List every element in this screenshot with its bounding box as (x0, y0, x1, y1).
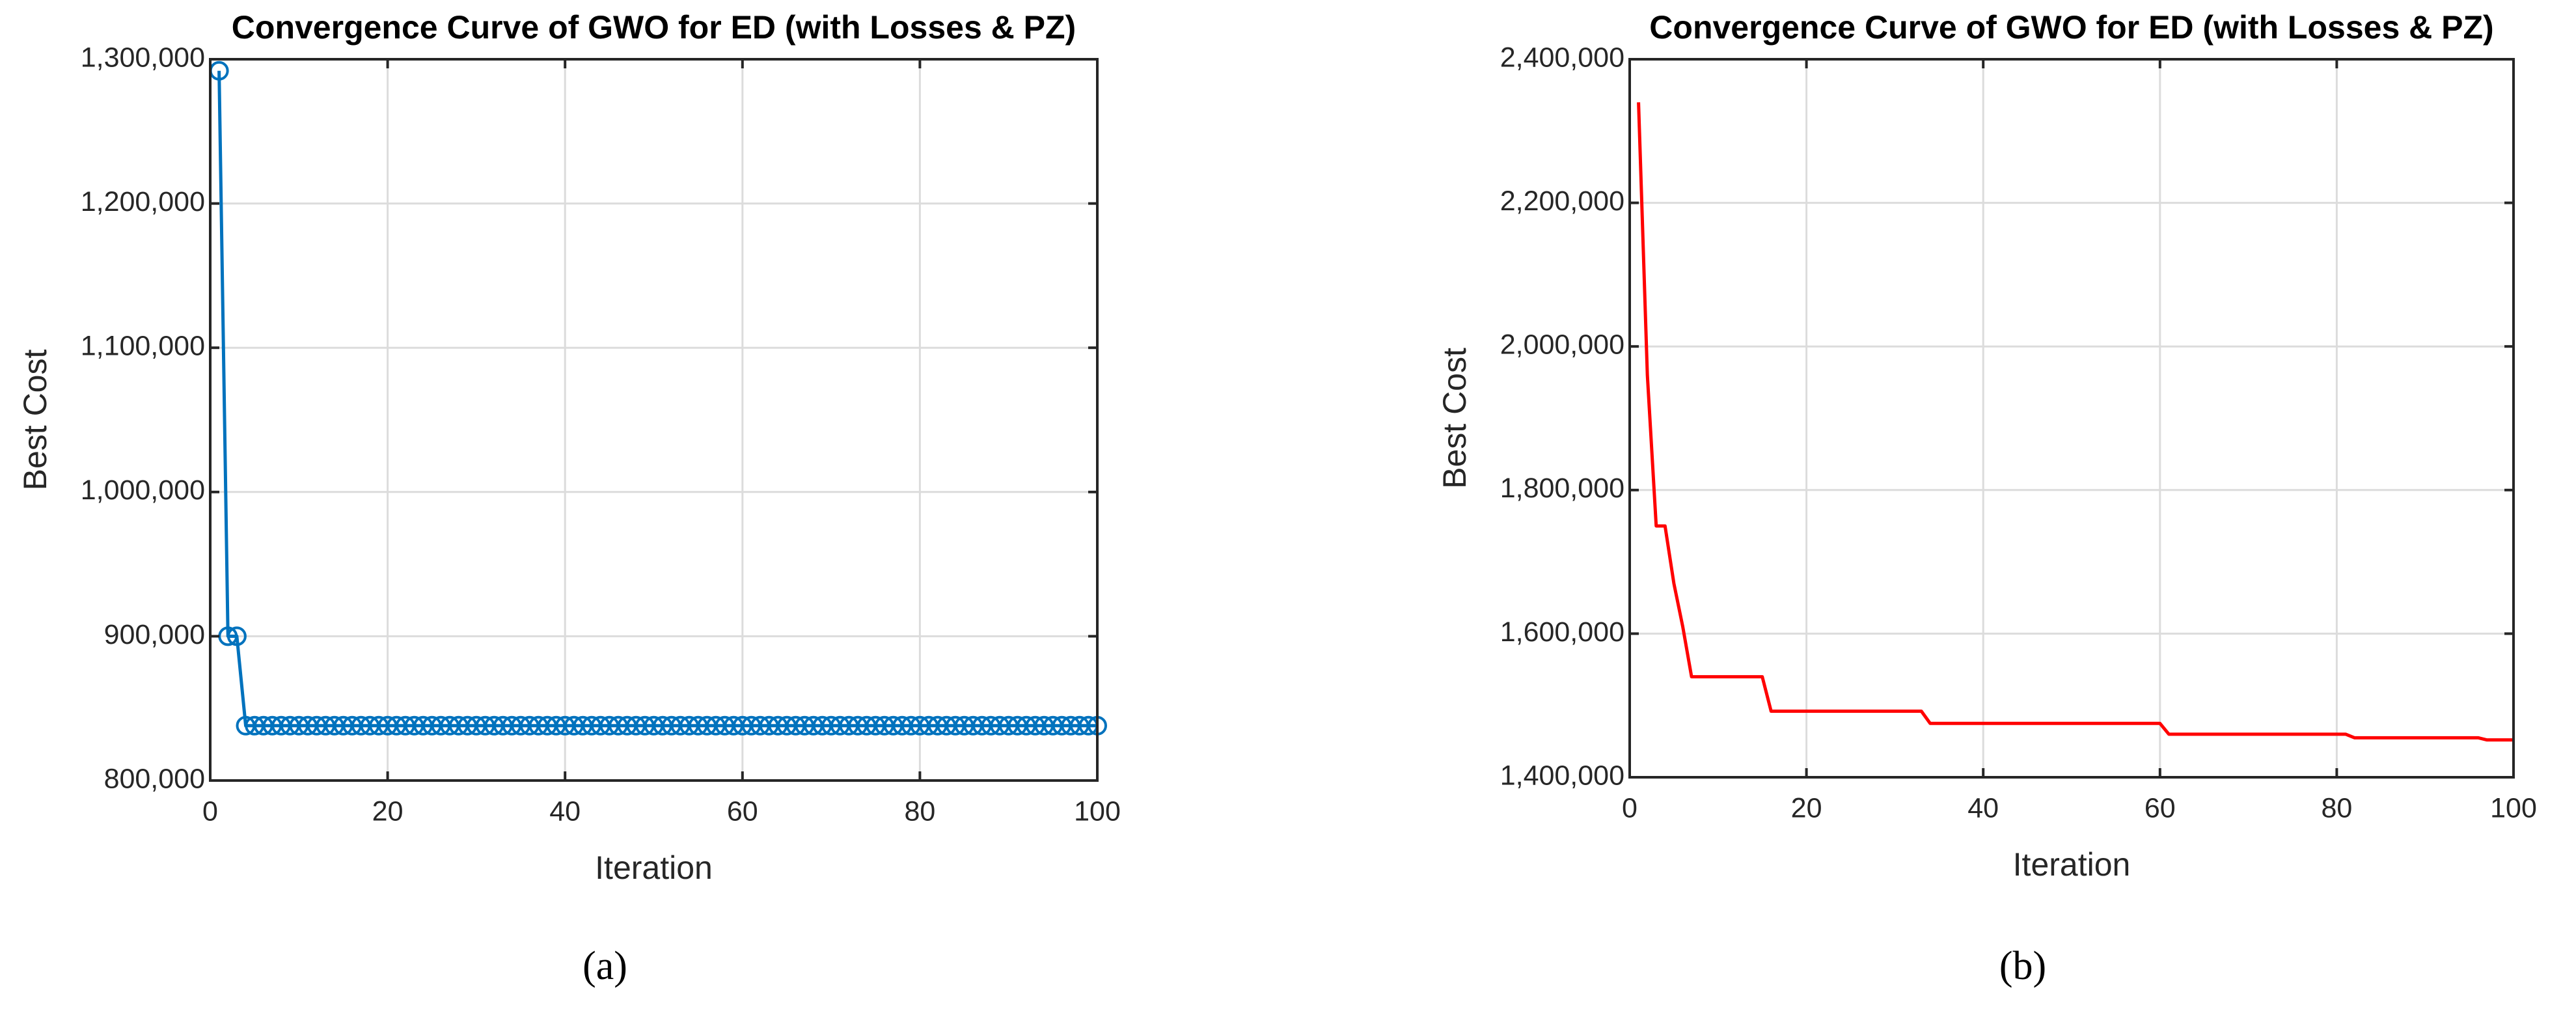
x-tick-label: 100 (2490, 792, 2537, 823)
y-tick-label: 2,200,000 (1500, 186, 1624, 217)
x-tick-label: 80 (904, 795, 935, 827)
y-axis-label: Best Cost (1436, 348, 1473, 489)
y-tick-label: 1,000,000 (81, 475, 205, 506)
x-axis-label: Iteration (2013, 846, 2131, 883)
chart-title: Convergence Curve of GWO for ED (with Lo… (1649, 9, 2493, 46)
panel-caption: (a) (582, 944, 627, 988)
x-tick-label: 80 (2321, 792, 2352, 823)
x-tick-label: 40 (549, 795, 581, 827)
y-tick-label: 2,400,000 (1500, 42, 1624, 73)
data-marker (218, 626, 238, 646)
y-tick-label: 1,600,000 (1500, 616, 1624, 648)
x-tick-label: 60 (727, 795, 758, 827)
y-tick-label: 900,000 (104, 619, 205, 650)
y-tick-label: 1,800,000 (1500, 473, 1624, 504)
x-tick-label: 20 (1791, 792, 1822, 823)
chart-title: Convergence Curve of GWO for ED (with Lo… (232, 9, 1076, 46)
x-tick-label: 40 (1967, 792, 1999, 823)
y-tick-label: 800,000 (104, 763, 205, 794)
chart-panel: 0 20 40 60 80 100 1,400,000 1,600,000 1,800,000 2… (1436, 9, 2537, 988)
data-line (1637, 102, 2514, 742)
panel-caption: (b) (1999, 944, 2046, 988)
x-tick-label: 0 (1622, 792, 1637, 823)
x-tick-label: 60 (2144, 792, 2176, 823)
axes-box (209, 58, 1099, 782)
chart-panel: 0 20 40 60 80 100 800,000 900,000 1,000,000 1,100… (17, 9, 1121, 988)
y-tick-label: 1,400,000 (1500, 760, 1624, 791)
x-tick-label: 100 (1074, 795, 1121, 827)
y-tick-label: 1,100,000 (81, 331, 205, 362)
y-tick-label: 1,200,000 (81, 186, 205, 217)
x-tick-label: 0 (202, 795, 218, 827)
x-tick-label: 20 (372, 795, 404, 827)
y-tick-label: 2,000,000 (1500, 329, 1624, 361)
axes-box (1628, 58, 2515, 779)
x-axis-label: Iteration (595, 850, 713, 886)
data-marker (226, 626, 247, 646)
data-line (217, 70, 1097, 728)
y-axis-label: Best Cost (17, 350, 53, 491)
y-tick-label: 1,300,000 (81, 42, 205, 73)
